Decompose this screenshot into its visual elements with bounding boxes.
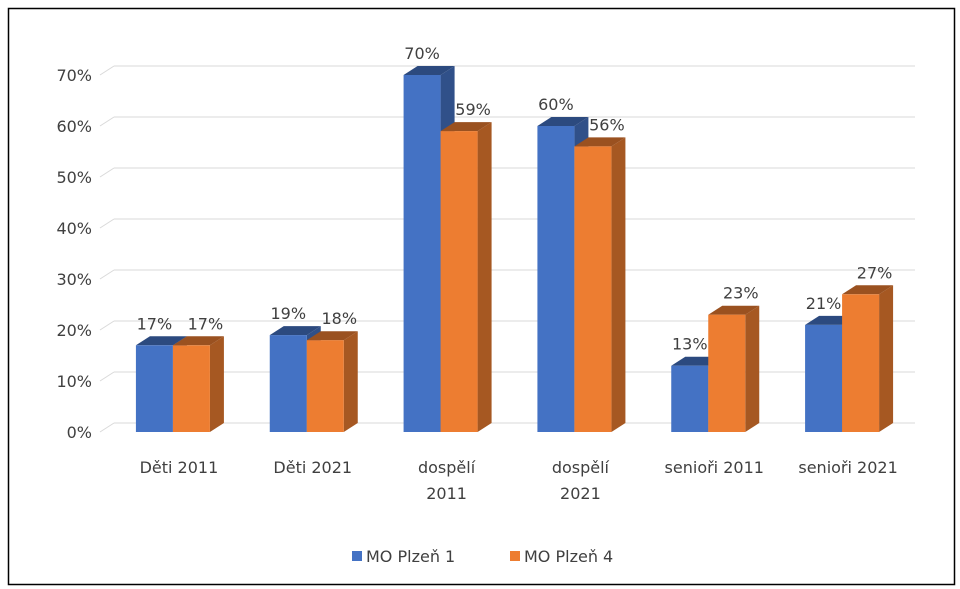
- grid-line: [99, 371, 115, 382]
- bar-face: [343, 331, 358, 432]
- bar-face: [440, 122, 492, 132]
- legend-swatch: [510, 551, 520, 561]
- grid-line: [99, 218, 115, 229]
- data-label: 56%: [589, 115, 625, 134]
- grid-line: [99, 167, 115, 178]
- legend-label: MO Plzeň 4: [524, 547, 613, 566]
- x-tick-label: Děti 2021: [273, 458, 353, 477]
- y-tick-label: 50%: [56, 168, 92, 187]
- bar: [574, 137, 626, 432]
- bar-face: [172, 336, 224, 346]
- bar-face: [209, 336, 224, 432]
- data-label: 23%: [723, 284, 759, 303]
- bar-face: [574, 146, 612, 432]
- bar-face: [306, 331, 358, 341]
- data-label: 17%: [188, 314, 224, 333]
- x-tick-label: senioři 2021: [798, 458, 898, 477]
- bar-face: [671, 365, 709, 432]
- x-tick-label: dospělí 2011: [417, 458, 476, 503]
- bar-face: [842, 294, 880, 432]
- data-label: 60%: [538, 95, 574, 114]
- bar-face: [805, 324, 843, 432]
- bar-face: [135, 336, 187, 346]
- bar: [306, 331, 358, 432]
- data-label: 18%: [321, 309, 357, 328]
- bar-face: [574, 137, 626, 147]
- bar-face: [135, 345, 173, 432]
- grid-line: [99, 65, 115, 76]
- x-tick-label: dospělí 2021: [551, 458, 609, 503]
- bar-face: [879, 285, 894, 432]
- x-tick-label: senioři 2011: [664, 458, 764, 477]
- y-tick-label: 10%: [56, 372, 92, 391]
- bar-face: [745, 305, 760, 432]
- bar-face: [172, 345, 210, 432]
- grid-line: [99, 269, 115, 280]
- bar-face: [537, 117, 589, 126]
- bar: [708, 305, 760, 432]
- grid-line: [99, 116, 115, 127]
- data-label: 27%: [857, 263, 893, 282]
- bar-face: [611, 137, 626, 432]
- bar: [842, 285, 894, 432]
- data-label: 19%: [270, 304, 306, 323]
- data-label: 13%: [672, 335, 708, 354]
- bar-face: [708, 314, 746, 432]
- y-tick-label: 70%: [56, 66, 92, 85]
- bar-face: [403, 75, 441, 432]
- y-tick-label: 20%: [56, 321, 92, 340]
- bar-face: [708, 305, 760, 315]
- bar-face: [403, 66, 455, 75]
- bar: [172, 336, 224, 432]
- data-label: 70%: [404, 44, 440, 63]
- data-label: 17%: [137, 314, 173, 333]
- y-tick-label: 60%: [56, 117, 92, 136]
- bar-face: [537, 126, 575, 432]
- bar-face: [440, 131, 478, 432]
- x-tick-label: Děti 2011: [139, 458, 219, 477]
- data-label: 59%: [455, 100, 491, 119]
- bar-face: [269, 326, 321, 336]
- bar-face: [477, 122, 492, 432]
- bar-face: [842, 285, 894, 295]
- y-tick-label: 0%: [67, 423, 92, 442]
- y-tick-label: 40%: [56, 219, 92, 238]
- data-label: 21%: [806, 294, 842, 313]
- bar-face: [269, 335, 307, 432]
- legend-label: MO Plzeň 1: [366, 547, 455, 566]
- bar-face: [306, 340, 344, 432]
- legend-swatch: [352, 551, 362, 561]
- grid-line: [99, 320, 115, 331]
- y-tick-label: 30%: [56, 270, 92, 289]
- grid-line: [99, 422, 115, 433]
- bar: [440, 122, 492, 432]
